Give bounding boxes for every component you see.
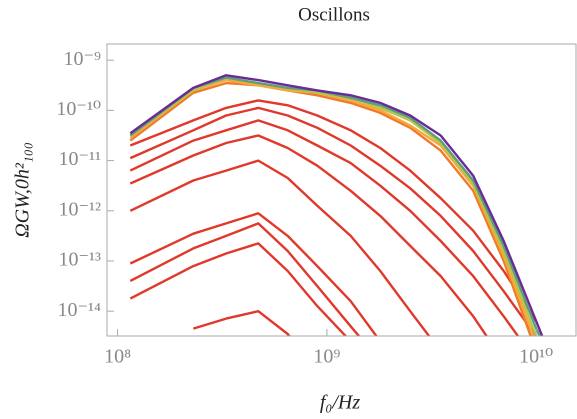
y-tick-label: 10⁻¹³: [58, 249, 101, 271]
series-line: [129, 242, 348, 336]
y-tick-label: 10⁻¹¹: [58, 148, 101, 170]
x-tick-label: 10⁹: [313, 346, 340, 368]
y-axis-label: ΩGW,0h²₁₀₀: [12, 142, 34, 238]
y-tick-label: 10⁻¹⁴: [57, 299, 101, 321]
series-line: [129, 76, 538, 336]
series-line: [192, 310, 291, 336]
plot-area: [129, 74, 544, 336]
series-line: [129, 99, 538, 322]
chart-title: Oscillons: [298, 4, 370, 25]
x-tick-label: 10¹⁰: [519, 346, 553, 368]
plot-frame: [106, 43, 577, 337]
series-line: [129, 212, 378, 336]
x-axis-label: f₀/Hz: [320, 392, 361, 414]
y-tick-label: 10⁻¹⁰: [56, 98, 101, 120]
series-line: [129, 159, 431, 336]
series-line: [129, 106, 538, 336]
series-line: [129, 222, 361, 336]
series-line: [129, 74, 544, 336]
x-tick-label: 10⁸: [104, 346, 131, 368]
series-line: [129, 119, 520, 336]
series-line: [129, 76, 542, 336]
y-tick-label: 10⁻⁹: [63, 48, 101, 70]
series-line: [129, 81, 532, 336]
series-line: [129, 134, 488, 336]
y-tick-label: 10⁻¹²: [58, 198, 101, 220]
